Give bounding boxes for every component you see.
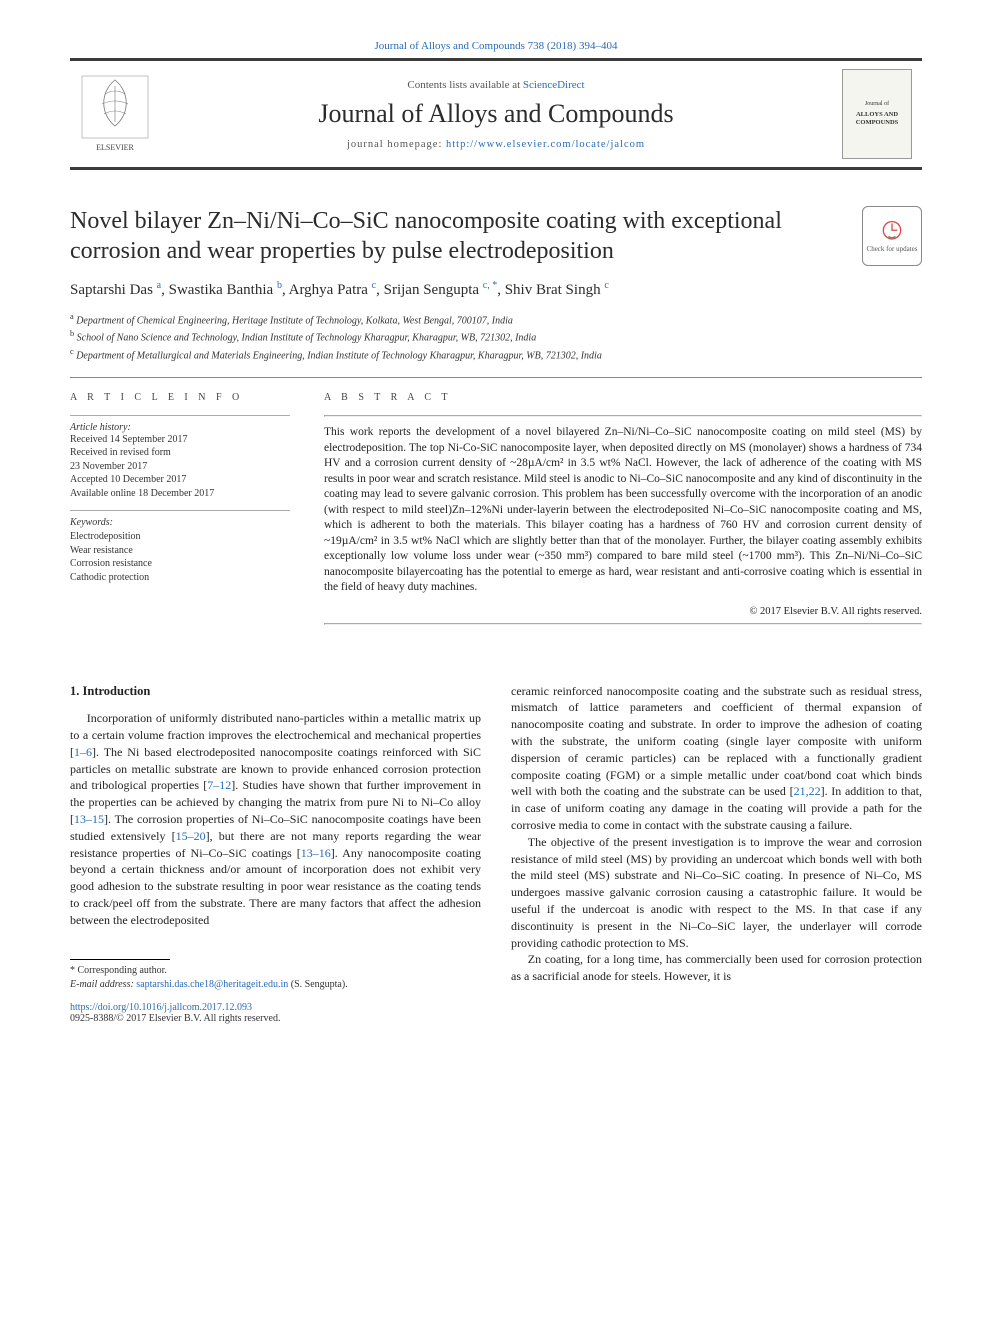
- abstract-copyright: © 2017 Elsevier B.V. All rights reserved…: [324, 606, 922, 617]
- contents-lists-line: Contents lists available at ScienceDirec…: [166, 79, 826, 91]
- rule-above-info: [70, 377, 922, 378]
- right-column: ceramic reinforced nanocomposite coating…: [511, 683, 922, 992]
- keywords-label: Keywords:: [70, 517, 290, 528]
- journal-homepage-link[interactable]: http://www.elsevier.com/locate/jalcom: [446, 139, 645, 150]
- authors-line: Saptarshi Das a, Swastika Banthia b, Arg…: [70, 280, 922, 299]
- cover-title-text: ALLOYS AND COMPOUNDS: [847, 111, 907, 127]
- journal-header: ELSEVIER Contents lists available at Sci…: [70, 58, 922, 170]
- article-info-heading: A R T I C L E I N F O: [70, 392, 290, 403]
- affiliation-line: b School of Nano Science and Technology,…: [70, 328, 922, 345]
- cover-small-text: Journal of: [847, 101, 907, 107]
- body-paragraph: Incorporation of uniformly distributed n…: [70, 710, 481, 928]
- body-paragraph: The objective of the present investigati…: [511, 834, 922, 952]
- body-paragraph: Zn coating, for a long time, has commerc…: [511, 951, 922, 985]
- info-sub-rule-1: [70, 415, 290, 416]
- affiliation-line: c Department of Metallurgical and Materi…: [70, 346, 922, 363]
- journal-name: Journal of Alloys and Compounds: [166, 99, 826, 129]
- contents-prefix: Contents lists available at: [407, 79, 522, 91]
- check-updates-icon: [879, 219, 905, 245]
- journal-homepage-line: journal homepage: http://www.elsevier.co…: [166, 139, 826, 150]
- journal-cover-thumbnail: Journal of ALLOYS AND COMPOUNDS: [842, 69, 912, 159]
- keyword-item: Electrodeposition: [70, 530, 290, 544]
- doi-block: https://doi.org/10.1016/j.jallcom.2017.1…: [70, 1002, 922, 1024]
- abstract-text: This work reports the development of a n…: [324, 425, 922, 596]
- article-info-column: A R T I C L E I N F O Article history: R…: [70, 392, 290, 625]
- affiliations: a Department of Chemical Engineering, He…: [70, 311, 922, 363]
- affiliation-line: a Department of Chemical Engineering, He…: [70, 311, 922, 328]
- history-line: Available online 18 December 2017: [70, 487, 290, 501]
- keyword-item: Cathodic protection: [70, 571, 290, 585]
- abstract-sub-rule: [324, 415, 922, 417]
- homepage-prefix: journal homepage:: [347, 139, 446, 150]
- doi-link[interactable]: https://doi.org/10.1016/j.jallcom.2017.1…: [70, 1002, 252, 1013]
- keyword-item: Wear resistance: [70, 544, 290, 558]
- svg-text:ELSEVIER: ELSEVIER: [96, 143, 134, 152]
- header-center: Contents lists available at ScienceDirec…: [166, 79, 826, 150]
- check-updates-label: Check for updates: [867, 245, 918, 253]
- body-two-columns: 1. Introduction Incorporation of uniform…: [70, 683, 922, 992]
- abstract-heading: A B S T R A C T: [324, 392, 922, 403]
- section-1-heading: 1. Introduction: [70, 683, 481, 701]
- footnotes: * Corresponding author. E-mail address: …: [70, 959, 481, 992]
- keyword-item: Corrosion resistance: [70, 557, 290, 571]
- email-person: (S. Sengupta).: [288, 979, 347, 990]
- info-sub-rule-2: [70, 510, 290, 511]
- sciencedirect-link[interactable]: ScienceDirect: [523, 79, 585, 91]
- corresponding-author-note: * Corresponding author.: [70, 964, 481, 978]
- history-label: Article history:: [70, 422, 131, 433]
- history-line: 23 November 2017: [70, 460, 290, 474]
- journal-citation-link[interactable]: Journal of Alloys and Compounds 738 (201…: [70, 40, 922, 52]
- abstract-column: A B S T R A C T This work reports the de…: [324, 392, 922, 625]
- history-line: Received in revised form: [70, 446, 290, 460]
- corresponding-email-link[interactable]: saptarshi.das.che18@heritageit.edu.in: [136, 979, 288, 990]
- email-label: E-mail address:: [70, 979, 136, 990]
- issn-copyright-line: 0925-8388/© 2017 Elsevier B.V. All right…: [70, 1013, 922, 1024]
- check-for-updates-badge[interactable]: Check for updates: [862, 206, 922, 266]
- history-line: Accepted 10 December 2017: [70, 473, 290, 487]
- body-paragraph: ceramic reinforced nanocomposite coating…: [511, 683, 922, 834]
- article-title: Novel bilayer Zn–Ni/Ni–Co–SiC nanocompos…: [70, 206, 842, 266]
- elsevier-logo: ELSEVIER: [80, 74, 150, 154]
- abstract-bottom-rule: [324, 623, 922, 625]
- left-column: 1. Introduction Incorporation of uniform…: [70, 683, 481, 992]
- history-line: Received 14 September 2017: [70, 433, 290, 447]
